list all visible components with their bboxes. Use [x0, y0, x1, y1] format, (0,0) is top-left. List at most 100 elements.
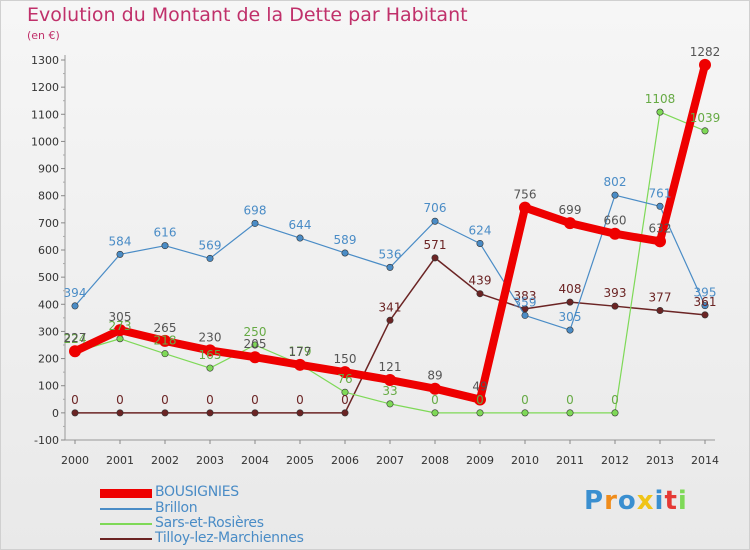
- data-point: [116, 409, 124, 417]
- data-label: 341: [379, 300, 402, 314]
- data-label: 408: [559, 282, 582, 296]
- data-point: [206, 364, 214, 372]
- data-point: [159, 334, 171, 347]
- data-point: [566, 326, 574, 334]
- proxiti-logo: Proxiti: [584, 486, 688, 516]
- legend-swatch: [100, 523, 152, 525]
- data-point: [656, 108, 664, 116]
- data-label: 624: [469, 223, 492, 237]
- legend-label: Sars-et-Rosières: [155, 515, 264, 531]
- data-label: 218: [154, 334, 177, 348]
- y-tick-label: 700: [38, 217, 59, 230]
- data-label: 0: [296, 393, 304, 407]
- data-label: 1108: [645, 92, 676, 106]
- data-point: [71, 302, 79, 310]
- data-label: 394: [64, 286, 87, 300]
- x-tick-label: 2004: [241, 454, 269, 467]
- data-point: [204, 344, 216, 357]
- data-point: [611, 191, 619, 199]
- x-tick-label: 2013: [646, 454, 674, 467]
- legend-swatch: [100, 489, 152, 498]
- data-point: [161, 350, 169, 358]
- data-point: [116, 335, 124, 343]
- data-point: [654, 235, 666, 248]
- data-label: 250: [244, 325, 267, 339]
- data-label: 0: [251, 393, 259, 407]
- legend-swatch: [100, 508, 152, 510]
- y-tick-label: 600: [38, 244, 59, 257]
- data-label: 395: [694, 286, 717, 300]
- data-label: 179: [289, 344, 312, 358]
- chart-title: Evolution du Montant de la Dette par Hab…: [27, 4, 468, 26]
- data-point: [384, 374, 396, 387]
- data-point: [339, 366, 351, 379]
- data-label: 1282: [690, 45, 721, 59]
- data-point: [251, 341, 259, 349]
- data-point: [656, 202, 664, 210]
- data-point: [519, 201, 531, 214]
- data-label: 383: [514, 289, 537, 303]
- data-point: [701, 311, 709, 319]
- data-label: 761: [649, 186, 672, 200]
- data-point: [161, 242, 169, 250]
- data-label: 0: [71, 393, 79, 407]
- y-tick-label: 500: [38, 271, 59, 284]
- y-tick-label: 1000: [31, 135, 59, 148]
- data-point: [161, 409, 169, 417]
- data-point: [431, 409, 439, 417]
- data-label: 305: [559, 310, 582, 324]
- y-tick-label: 900: [38, 163, 59, 176]
- data-label: 584: [109, 234, 132, 248]
- data-label: 227: [64, 331, 87, 345]
- data-label: 706: [424, 201, 447, 215]
- x-tick-label: 2005: [286, 454, 314, 467]
- data-point: [431, 254, 439, 262]
- data-point: [521, 311, 529, 319]
- data-label: 0: [206, 393, 214, 407]
- data-point: [294, 358, 306, 371]
- data-label: 305: [109, 310, 132, 324]
- data-label: 177: [289, 345, 312, 359]
- data-point: [71, 409, 79, 417]
- legend-swatch: [100, 538, 152, 540]
- x-tick-label: 2000: [61, 454, 89, 467]
- data-label: 616: [154, 226, 177, 240]
- data-point: [474, 393, 486, 406]
- data-label: 0: [566, 393, 574, 407]
- data-label: 150: [334, 352, 357, 366]
- y-tick-label: 200: [38, 353, 59, 366]
- legend-label: Tilloy-lez-Marchiennes: [155, 530, 304, 546]
- x-tick-label: 2011: [556, 454, 584, 467]
- x-tick-label: 2014: [691, 454, 719, 467]
- y-tick-label: 1200: [31, 81, 59, 94]
- unit-label: (en €): [27, 29, 60, 42]
- data-label: 0: [341, 393, 349, 407]
- data-label: 377: [649, 291, 672, 305]
- data-label: 0: [161, 393, 169, 407]
- data-point: [206, 409, 214, 417]
- data-label: 361: [694, 295, 717, 309]
- data-point: [566, 409, 574, 417]
- data-point: [341, 409, 349, 417]
- data-label: 121: [379, 360, 402, 374]
- data-point: [429, 382, 441, 395]
- data-label: 76: [337, 372, 352, 386]
- data-label: 205: [244, 337, 267, 351]
- data-label: 265: [154, 321, 177, 335]
- data-label: 569: [199, 238, 222, 252]
- x-tick-label: 2007: [376, 454, 404, 467]
- data-label: 699: [559, 203, 582, 217]
- x-tick-label: 2010: [511, 454, 539, 467]
- data-label: 536: [379, 247, 402, 261]
- data-point: [564, 217, 576, 230]
- data-label: 165: [199, 348, 222, 362]
- y-tick-label: 1300: [31, 54, 59, 67]
- data-point: [116, 250, 124, 258]
- y-tick-label: 1100: [31, 108, 59, 121]
- x-tick-label: 2002: [151, 454, 179, 467]
- data-point: [386, 316, 394, 324]
- y-tick-label: 800: [38, 190, 59, 203]
- x-tick-label: 2008: [421, 454, 449, 467]
